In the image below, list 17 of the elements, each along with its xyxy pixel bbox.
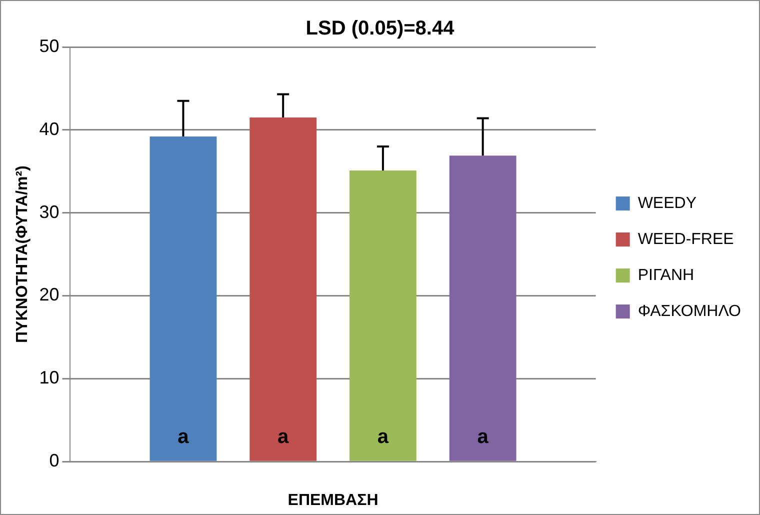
y-tick-label: 40 xyxy=(39,118,60,139)
y-tick-label: 20 xyxy=(39,284,60,305)
legend-label: ΦΑΣΚΟΜΗΛΟ xyxy=(638,302,741,320)
y-tick-label: 50 xyxy=(39,36,60,56)
y-tick-label: 10 xyxy=(39,368,60,388)
legend-label: WEEDY xyxy=(638,194,697,212)
legend-label: WEED-FREE xyxy=(638,230,734,248)
chart-title: LSD (0.05)=8.44 xyxy=(306,18,456,40)
y-tick-label: 30 xyxy=(39,202,60,222)
data-label: a xyxy=(178,426,190,448)
data-label: a xyxy=(477,426,490,448)
data-label: a xyxy=(278,426,290,448)
data-label: a xyxy=(377,426,390,448)
y-tick-label: 0 xyxy=(49,450,60,471)
x-axis-title: ΕΠΕΜΒΑΣΗ xyxy=(288,492,378,509)
y-axis-title: ΠΥΚΝΟΤΗΤΑ(ΦΥΤΑ/m²) xyxy=(14,166,32,344)
legend-label: ΡΙΓΑΝΗ xyxy=(638,266,694,284)
